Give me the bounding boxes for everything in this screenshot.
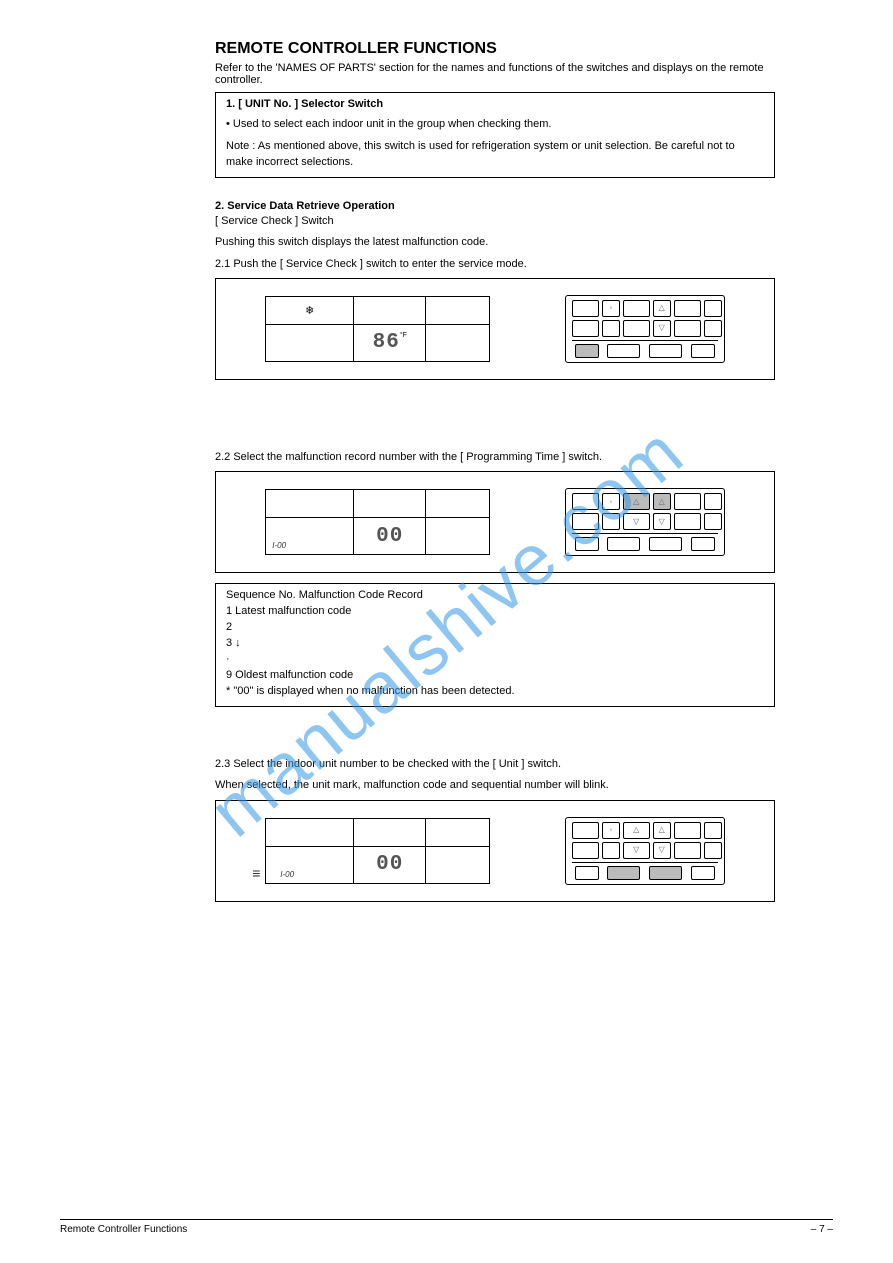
k3-r1c3[interactable]: △ [623, 822, 650, 839]
lcd-display-2: I-00 00 [265, 489, 490, 555]
k2-r1c1[interactable] [572, 493, 599, 510]
key-r1c2[interactable]: ◦ [602, 300, 620, 317]
key-b4[interactable] [691, 344, 715, 358]
key-r1c3[interactable] [623, 300, 650, 317]
snowflake-icon: ❄ [305, 304, 314, 317]
lcd-small-2: I-00 [272, 541, 286, 550]
key-r2c4[interactable]: ▽ [653, 320, 671, 337]
page-title: REMOTE CONTROLLER FUNCTIONS [215, 40, 775, 58]
k3-r2c2[interactable] [602, 842, 620, 859]
k2-r2c4[interactable]: ▽ [653, 513, 671, 530]
unit-key-1[interactable] [607, 866, 640, 880]
k2-r2c5[interactable] [674, 513, 701, 530]
lcd-value-3: 00 [376, 853, 403, 876]
key-r2c1[interactable] [572, 320, 599, 337]
key-r2c3[interactable] [623, 320, 650, 337]
section-1-title: 1. [ UNIT No. ] Selector Switch [226, 97, 764, 113]
k3-r2c3[interactable]: ▽ [623, 842, 650, 859]
k2-r2c2[interactable] [602, 513, 620, 530]
k3-r1c4[interactable]: △ [653, 822, 671, 839]
service-check-key[interactable] [575, 344, 599, 358]
key-r1c4[interactable]: △ [653, 300, 671, 317]
programming-time-up2-key[interactable]: △ [653, 493, 671, 510]
key-r2c2[interactable] [602, 320, 620, 337]
programming-time-up-key[interactable]: △ [623, 493, 650, 510]
k2-r1c5[interactable] [674, 493, 701, 510]
page-content: REMOTE CONTROLLER FUNCTIONS Refer to the… [215, 40, 775, 902]
blink-rays-icon: ≡ [252, 865, 258, 881]
remote-keypad-1: ◦ △ ▽ [565, 295, 725, 363]
lcd-value-1: 86 [373, 331, 400, 354]
codebox-line-4: · [226, 652, 764, 668]
key-r2c5[interactable] [674, 320, 701, 337]
subtitle: Refer to the 'NAMES OF PARTS' section fo… [215, 62, 775, 86]
k3-r2c6[interactable] [704, 842, 722, 859]
key-r1c1[interactable] [572, 300, 599, 317]
k2-r2c6[interactable] [704, 513, 722, 530]
step-2-3-label-a: 2.3 Select the indoor unit number to be … [215, 757, 775, 772]
panel-box-3: ≡ I-00 00 ◦ △ △ [215, 800, 775, 902]
key-r2c6[interactable] [704, 320, 722, 337]
k2-b3[interactable] [649, 537, 682, 551]
k3-r1c2[interactable]: ◦ [602, 822, 620, 839]
section-1-note: Note : As mentioned above, this switch i… [226, 139, 764, 171]
step-2-1-label: 2.1 Push the [ Service Check ] switch to… [215, 257, 775, 272]
panel-box-2: I-00 00 ◦ △ △ [215, 471, 775, 573]
k3-r2c4[interactable]: ▽ [653, 842, 671, 859]
step-2-2-label: 2.2 Select the malfunction record number… [215, 450, 775, 465]
k2-r2c1[interactable] [572, 513, 599, 530]
key-r1c5[interactable] [674, 300, 701, 317]
codebox-line-1: 1 Latest malfunction code [226, 604, 764, 620]
key-b3[interactable] [649, 344, 682, 358]
codebox-line-2: 2 [226, 620, 764, 636]
footer-left: Remote Controller Functions [60, 1224, 187, 1235]
key-r1c6[interactable] [704, 300, 722, 317]
k2-b2[interactable] [607, 537, 640, 551]
key-b2[interactable] [607, 344, 640, 358]
section-2-intro-b: Pushing this switch displays the latest … [215, 235, 775, 250]
step-2-3-label-b: When selected, the unit mark, malfunctio… [215, 778, 775, 793]
section-1-line1: • Used to select each indoor unit in the… [226, 117, 764, 133]
codebox-line-5: 9 Oldest malfunction code [226, 668, 764, 684]
codebox-line-6: * "00" is displayed when no malfunction … [226, 684, 764, 700]
k3-b1[interactable] [575, 866, 599, 880]
k3-r2c1[interactable] [572, 842, 599, 859]
page-footer: Remote Controller Functions – 7 – [60, 1219, 833, 1235]
k2-r1c2[interactable]: ◦ [602, 493, 620, 510]
lcd-value-2: 00 [376, 525, 403, 548]
k3-b4[interactable] [691, 866, 715, 880]
section-2-intro-a: [ Service Check ] Switch [215, 214, 775, 229]
remote-keypad-3: ◦ △ △ ▽ ▽ [565, 817, 725, 885]
k2-b4[interactable] [691, 537, 715, 551]
footer-right: – 7 – [811, 1224, 833, 1235]
k3-r2c5[interactable] [674, 842, 701, 859]
k2-b1[interactable] [575, 537, 599, 551]
lcd-unit-1: °F [400, 332, 407, 339]
k2-r2c3[interactable]: ▽ [623, 513, 650, 530]
lcd-display-1: ❄ 86 °F [265, 296, 490, 362]
codebox-line-3: 3 ↓ [226, 636, 764, 652]
codebox-line-0: Sequence No. Malfunction Code Record [226, 588, 764, 604]
section-2-title: 2. Service Data Retrieve Operation [215, 200, 775, 212]
k3-r1c6[interactable] [704, 822, 722, 839]
k3-r1c5[interactable] [674, 822, 701, 839]
unit-key-2[interactable] [649, 866, 682, 880]
k2-r1c6[interactable] [704, 493, 722, 510]
malfunction-record-box: Sequence No. Malfunction Code Record 1 L… [215, 583, 775, 707]
lcd-display-3: ≡ I-00 00 [265, 818, 490, 884]
remote-keypad-2: ◦ △ △ ▽ ▽ [565, 488, 725, 556]
k3-r1c1[interactable] [572, 822, 599, 839]
panel-box-1: ❄ 86 °F ◦ △ [215, 278, 775, 380]
section-1-box: 1. [ UNIT No. ] Selector Switch • Used t… [215, 92, 775, 178]
lcd-small-3: I-00 [280, 870, 294, 879]
